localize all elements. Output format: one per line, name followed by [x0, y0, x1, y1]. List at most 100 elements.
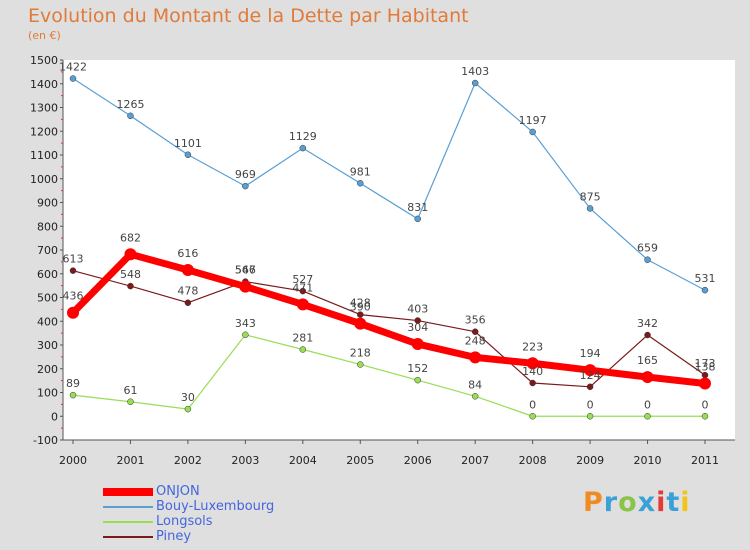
- data-label-longsols: 281: [292, 332, 313, 345]
- data-point-onjon: [296, 298, 309, 311]
- data-point-piney: [127, 282, 134, 290]
- y-tick-label: 900: [37, 197, 58, 210]
- legend: ONJON Bouy-Luxembourg Longsols Piney: [103, 484, 274, 544]
- data-point-longsols: [299, 346, 307, 353]
- data-point-piney: [69, 267, 77, 274]
- y-tick-label: 100: [37, 387, 58, 400]
- data-point-bouy: [529, 128, 536, 136]
- data-label-longsols: 89: [66, 377, 80, 390]
- data-point-onjon: [641, 371, 654, 384]
- data-label-longsols: 0: [587, 398, 594, 411]
- axis-ticks: -100010020030040050060070080090010001100…: [30, 54, 719, 467]
- data-label-longsols: 152: [407, 362, 428, 375]
- data-point-bouy: [299, 144, 307, 152]
- data-label-onjon: 304: [407, 321, 428, 334]
- x-tick-label: 2004: [289, 454, 317, 467]
- data-point-bouy: [69, 75, 77, 82]
- y-tick-label: 1200: [30, 125, 58, 138]
- y-tick-label: 1300: [30, 102, 58, 115]
- legend-item-piney: Piney: [103, 529, 274, 544]
- data-label-piney: 613: [63, 253, 84, 266]
- data-label-longsols: 61: [123, 384, 137, 397]
- series-line-longsols: [72, 334, 705, 417]
- proxiti-logo[interactable]: Proxiti: [583, 487, 691, 518]
- legend-item-bouy-luxembourg: Bouy-Luxembourg: [103, 499, 274, 514]
- x-tick-label: 2010: [634, 454, 662, 467]
- data-label-bouy: 531: [695, 272, 716, 285]
- data-point-piney: [644, 331, 651, 339]
- data-point-onjon: [354, 317, 367, 330]
- data-label-piney: 342: [637, 317, 658, 330]
- data-label-onjon: 546: [235, 264, 256, 277]
- series-line-onjon: [70, 250, 706, 387]
- data-point-piney: [586, 383, 594, 391]
- data-label-onjon: 616: [177, 247, 198, 260]
- data-point-bouy: [127, 112, 134, 120]
- chart-subtitle: (en €): [28, 29, 61, 42]
- data-label-onjon: 248: [465, 334, 486, 347]
- data-point-bouy: [471, 79, 479, 87]
- data-point-piney: [529, 379, 536, 387]
- data-point-onjon: [181, 263, 194, 276]
- y-tick-label: 0: [51, 410, 58, 423]
- data-point-onjon: [469, 351, 482, 364]
- data-point-longsols: [357, 361, 364, 368]
- data-label-onjon: 390: [350, 301, 371, 314]
- y-tick-label: 400: [37, 315, 58, 328]
- data-label-piney: 478: [177, 285, 198, 298]
- y-tick-label: 300: [37, 339, 58, 352]
- x-tick-label: 2000: [59, 454, 87, 467]
- data-label-bouy: 1197: [519, 114, 547, 127]
- y-tick-label: 1400: [30, 78, 58, 91]
- y-tick-label: 1000: [30, 173, 58, 186]
- data-point-longsols: [471, 393, 479, 400]
- data-label-bouy: 1129: [289, 130, 317, 143]
- data-label-piney: 356: [465, 314, 486, 327]
- data-label-piney: 428: [350, 297, 371, 310]
- data-point-bouy: [644, 256, 651, 263]
- legend-label-longsols: Longsols: [156, 514, 213, 529]
- data-labels: 1422 1265 1101 969 1129 981 831 1403 1197 875 659 5…: [59, 61, 716, 412]
- x-tick-label: 2006: [404, 454, 432, 467]
- data-point-longsols: [184, 405, 192, 413]
- data-point-longsols: [644, 413, 651, 420]
- data-point-bouy: [242, 182, 249, 190]
- x-tick-label: 2003: [231, 454, 259, 467]
- data-point-piney: [357, 311, 364, 318]
- data-label-longsols: 30: [181, 391, 195, 404]
- data-point-onjon: [67, 306, 79, 319]
- data-label-onjon: 138: [695, 360, 716, 373]
- data-label-bouy: 1265: [116, 98, 144, 111]
- x-tick-label: 2001: [116, 454, 144, 467]
- data-label-onjon: 471: [292, 281, 313, 294]
- data-label-bouy: 981: [350, 165, 371, 178]
- plot-background: [63, 60, 735, 440]
- data-point-onjon: [239, 280, 252, 293]
- series-line-piney: [72, 270, 706, 388]
- y-tick-label: 200: [37, 363, 58, 376]
- data-label-longsols: 343: [235, 317, 256, 330]
- legend-label-piney: Piney: [156, 529, 192, 544]
- data-point-longsols: [529, 413, 536, 420]
- data-label-bouy: 1403: [461, 65, 489, 78]
- data-label-bouy: 1101: [174, 137, 202, 150]
- series-line-bouy: [72, 78, 706, 291]
- data-point-onjon: [699, 377, 711, 390]
- data-label-longsols: 0: [644, 398, 651, 411]
- x-tick-label: 2011: [691, 454, 719, 467]
- data-point-onjon: [526, 357, 539, 370]
- x-tick-label: 2009: [576, 454, 604, 467]
- data-point-bouy: [184, 151, 192, 159]
- x-tick-label: 2002: [174, 454, 202, 467]
- legend-swatch-longsols: [103, 520, 153, 523]
- data-label-piney: 173: [695, 357, 716, 370]
- y-tick-label: 800: [37, 220, 58, 233]
- data-label-onjon: 165: [637, 354, 658, 367]
- legend-label-onjon: ONJON: [156, 484, 200, 499]
- data-label-bouy: 969: [235, 168, 256, 181]
- data-label-piney: 527: [292, 273, 313, 286]
- data-label-piney: 567: [235, 264, 256, 277]
- legend-label-bouy-luxembourg: Bouy-Luxembourg: [156, 499, 275, 514]
- data-point-longsols: [242, 331, 249, 339]
